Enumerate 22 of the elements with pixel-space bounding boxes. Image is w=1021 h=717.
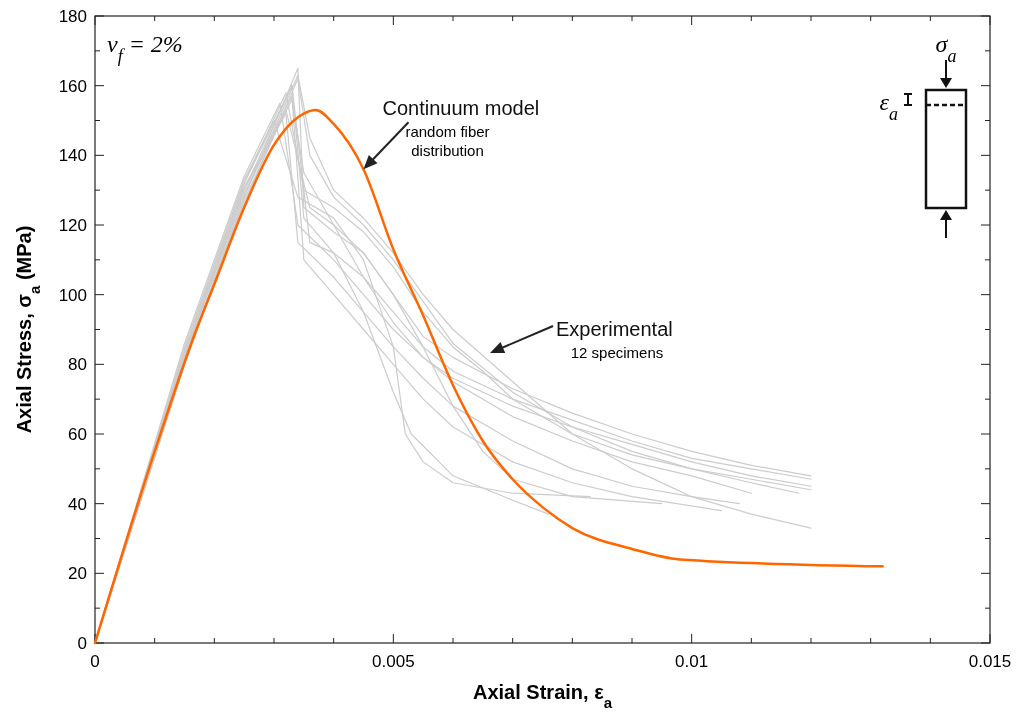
y-tick-label: 40 (68, 494, 87, 514)
y-tick-label: 160 (58, 76, 87, 96)
y-tick-label: 20 (68, 564, 87, 584)
x-tick-label: 0.015 (968, 652, 1012, 671)
y-tick-label: 180 (58, 7, 87, 26)
y-tick-label: 100 (58, 285, 87, 305)
annotation: Experimental (556, 318, 673, 340)
y-tick-label: 0 (77, 634, 87, 653)
annotation: random fiber distribution (405, 123, 490, 160)
y-tick-label: 60 (68, 425, 87, 444)
x-tick-label: 0 (90, 652, 100, 671)
annotation: ε$_{a}$ (879, 89, 898, 124)
y-tick-label: 120 (58, 216, 87, 235)
y-tick-label: 140 (58, 146, 87, 166)
y-tick-label: 80 (68, 355, 87, 375)
annotation: v$_{f}$ = 2% (107, 31, 183, 66)
x-tick-label: 0.005 (372, 652, 415, 671)
x-tick-label: 0.01 (675, 652, 709, 671)
annotation: Continuum model (382, 97, 540, 120)
annotation: σ$_{a}$ (935, 31, 957, 66)
x-axis-title: Axial Strain, ε$_{a}$ (473, 681, 613, 711)
annotation: 12 specimens (570, 344, 664, 361)
